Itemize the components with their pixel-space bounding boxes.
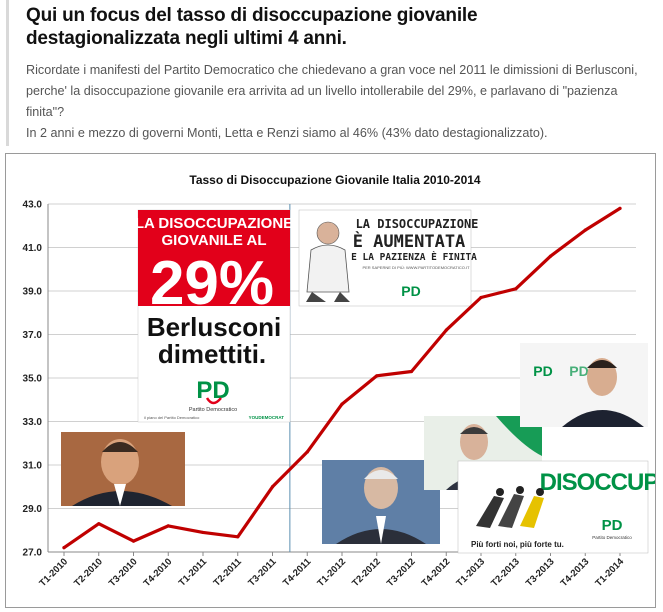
- y-tick-label: 39.0: [23, 287, 43, 298]
- y-tick-label: 37.0: [23, 330, 43, 341]
- politician-photo-monti: [322, 460, 440, 544]
- x-tick-label: T1-2013: [454, 556, 487, 589]
- data-point: [340, 402, 344, 406]
- data-point: [444, 328, 448, 332]
- data-point: [166, 524, 170, 528]
- paragraph-2: In 2 anni e mezzo di governi Monti, Lett…: [26, 126, 548, 140]
- poster-left-line2: GIOVANILE AL: [162, 232, 267, 249]
- chart-title: Tasso di Disoccupazione Giovanile Italia…: [189, 173, 481, 187]
- x-tick-label: T1-2011: [177, 556, 210, 589]
- data-point: [514, 287, 518, 291]
- x-axis-ticks: T1-2010 T2-2010 T3-2010 T4-2010 T1-2011 T2-20…: [37, 552, 627, 589]
- x-tick-label: T2-2013: [489, 556, 522, 589]
- x-tick-label: T1-2014: [593, 556, 626, 589]
- x-tick-label: T3-2010: [107, 556, 140, 589]
- y-tick-label: 33.0: [23, 417, 43, 428]
- x-tick-label: T2-2012: [350, 556, 383, 589]
- data-point: [97, 522, 101, 526]
- poster-left-big-number: 29%: [150, 249, 274, 318]
- data-point: [62, 546, 66, 550]
- x-tick-label: T2-2010: [72, 556, 105, 589]
- poster-left-party: PD: [196, 377, 229, 404]
- x-tick-label: T1-2010: [37, 556, 70, 589]
- politician-photo-berlusconi: [61, 432, 185, 506]
- poster-left-slogan2: dimettiti.: [158, 339, 266, 369]
- data-point: [583, 228, 587, 232]
- poster-left-29-percent: LA DISOCCUPAZIONE GIOVANILE AL 29% Berlu…: [135, 209, 293, 423]
- x-tick-label: T4-2011: [281, 556, 314, 589]
- pd-logo-icon: PD: [196, 377, 230, 405]
- poster-right-small: PER SAPERNE DI PIÙ: WWW.PARTITODEMOCRATI…: [362, 265, 470, 270]
- poster-bottom-party: PD: [602, 517, 623, 534]
- data-point: [305, 450, 309, 454]
- data-point: [409, 369, 414, 374]
- data-point: [201, 530, 205, 535]
- poster-right-line1: LA DISOCCUPAZIONE: [356, 217, 479, 231]
- poster-left-party-sub: Partito Democratico: [189, 407, 237, 413]
- y-tick-label: 43.0: [23, 200, 43, 211]
- poster-right-line3: E LA PAZIENZA È FINITA: [351, 251, 477, 263]
- poster-right-pazienza-finita: LA DISOCCUPAZIONE È AUMENTATA E LA PAZIE…: [298, 209, 479, 307]
- y-tick-label: 27.0: [23, 548, 43, 559]
- data-point: [479, 295, 483, 300]
- data-point: [270, 485, 275, 489]
- x-tick-label: T3-2011: [246, 556, 279, 589]
- x-tick-label: T4-2013: [559, 556, 592, 589]
- poster-bottom-piu-forti: DISOCCUP PD Partito Democratico Più fort…: [457, 460, 655, 554]
- x-tick-label: T1-2012: [315, 556, 348, 589]
- article-quote-block: Qui un focus del tasso di disoccupazione…: [6, 0, 654, 146]
- poster-right-line2: È AUMENTATA: [353, 230, 466, 252]
- politician-photo-renzi: PD PD: [520, 343, 648, 427]
- pushing-people-illustration: [476, 486, 544, 528]
- poster-bottom-word: DISOCCUP: [540, 469, 655, 496]
- x-tick-label: T4-2010: [142, 556, 175, 589]
- data-point: [236, 535, 240, 539]
- x-tick-label: T2-2011: [211, 556, 244, 589]
- pd-backdrop-logo-icon: PD: [569, 363, 588, 379]
- data-point: [375, 374, 379, 378]
- data-point: [548, 254, 553, 258]
- x-tick-label: T3-2013: [524, 556, 557, 589]
- unemployment-chart: 27.0 29.0 31.0 33.0 35.0 37.0 39.0 41.0 43.0 T1-…: [23, 173, 655, 589]
- y-axis-ticks: 27.0 29.0 31.0 33.0 35.0 37.0 39.0 41.0 43.0: [23, 200, 43, 559]
- y-tick-label: 29.0: [23, 504, 43, 515]
- y-tick-label: 41.0: [23, 243, 43, 254]
- poster-left-footer-right: YOUDEMOCRAT: [249, 415, 285, 420]
- politician-photo-bersani: [306, 221, 350, 302]
- x-tick-label: T4-2012: [420, 556, 453, 589]
- poster-bottom-slogan: Più forti noi, più forte tu.: [471, 540, 564, 549]
- article-paragraph: Ricordate i manifesti del Partito Democr…: [26, 60, 654, 144]
- y-tick-label: 31.0: [23, 461, 43, 472]
- renzi-backdrop-party: PD: [533, 363, 552, 379]
- data-point: [131, 539, 136, 543]
- poster-right-party: PD: [401, 283, 420, 299]
- headline-line-2: destagionalizzata negli ultimi 4 anni.: [26, 28, 347, 49]
- poster-bottom-party-sub: Partito Democratico: [592, 535, 632, 540]
- data-point: [618, 206, 622, 210]
- headline-line-1: Qui un focus del tasso di disoccupazione…: [26, 5, 478, 26]
- article-headline: Qui un focus del tasso di disoccupazione…: [26, 4, 654, 50]
- chart-frame: 27.0 29.0 31.0 33.0 35.0 37.0 39.0 41.0 43.0 T1-…: [5, 153, 656, 608]
- paragraph-1: Ricordate i manifesti del Partito Democr…: [26, 63, 638, 119]
- poster-left-footer-left: il piano del Partito Democratico: [144, 415, 200, 420]
- y-tick-label: 35.0: [23, 374, 43, 385]
- poster-left-line1: LA DISOCCUPAZIONE: [135, 215, 293, 232]
- chart-series-line: [62, 206, 622, 550]
- poster-left-slogan1: Berlusconi: [147, 312, 281, 342]
- x-tick-label: T3-2012: [385, 556, 418, 589]
